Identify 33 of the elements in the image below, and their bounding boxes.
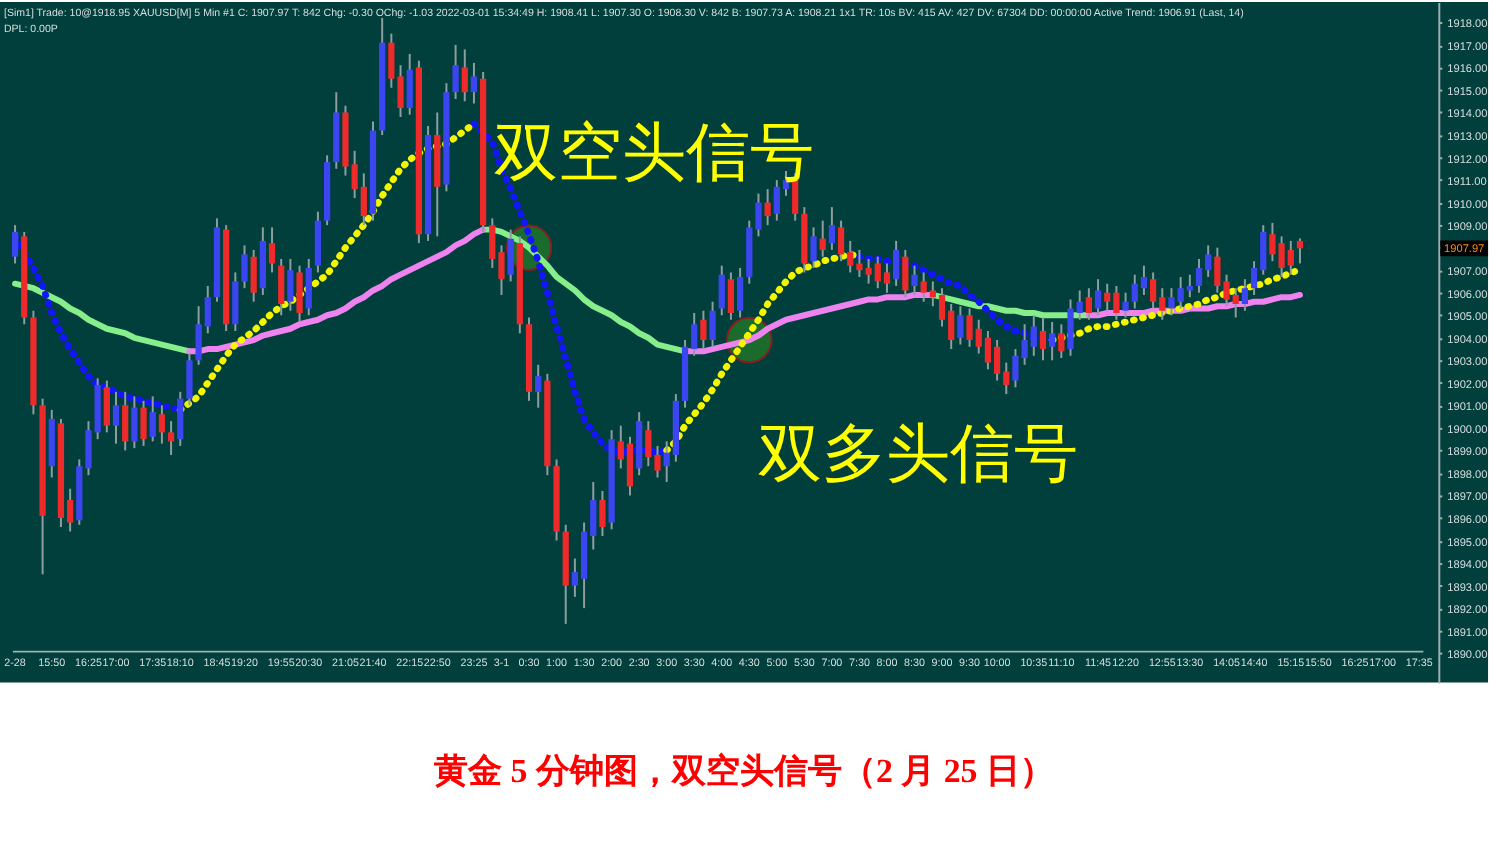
candlestick <box>461 48 468 103</box>
candlestick <box>993 339 1001 382</box>
candlestick <box>259 226 266 296</box>
candlestick <box>278 257 285 317</box>
candlestick <box>636 411 643 477</box>
candlestick <box>250 248 257 303</box>
candlestick <box>48 408 55 479</box>
candlestick <box>314 210 322 274</box>
candlestick <box>158 404 166 445</box>
text: 黄金 5 分钟图，双空头信号（2 月 25 日） <box>432 751 1054 790</box>
candlestick <box>406 52 413 116</box>
annotation: 双多头信号 <box>758 415 1079 492</box>
candlestick <box>452 43 459 100</box>
annotation: 双空头信号 <box>494 114 815 191</box>
candlestick <box>626 435 634 497</box>
candlestick <box>167 420 175 456</box>
candlestick <box>360 172 367 227</box>
candlestick <box>507 228 514 283</box>
candlestick <box>287 257 294 312</box>
candlestick <box>268 226 276 274</box>
candlestick <box>241 244 248 290</box>
candlestick <box>186 352 193 407</box>
candlestick <box>819 219 826 258</box>
candlestick <box>837 219 845 263</box>
candlestick <box>599 489 606 538</box>
candlestick <box>470 61 478 105</box>
candlestick <box>828 206 836 251</box>
candlestick <box>535 363 542 409</box>
candlestick <box>296 264 303 324</box>
candlestick <box>305 257 312 317</box>
candlestick <box>764 188 771 227</box>
candlestick <box>232 271 239 333</box>
candlestick <box>1296 237 1304 265</box>
